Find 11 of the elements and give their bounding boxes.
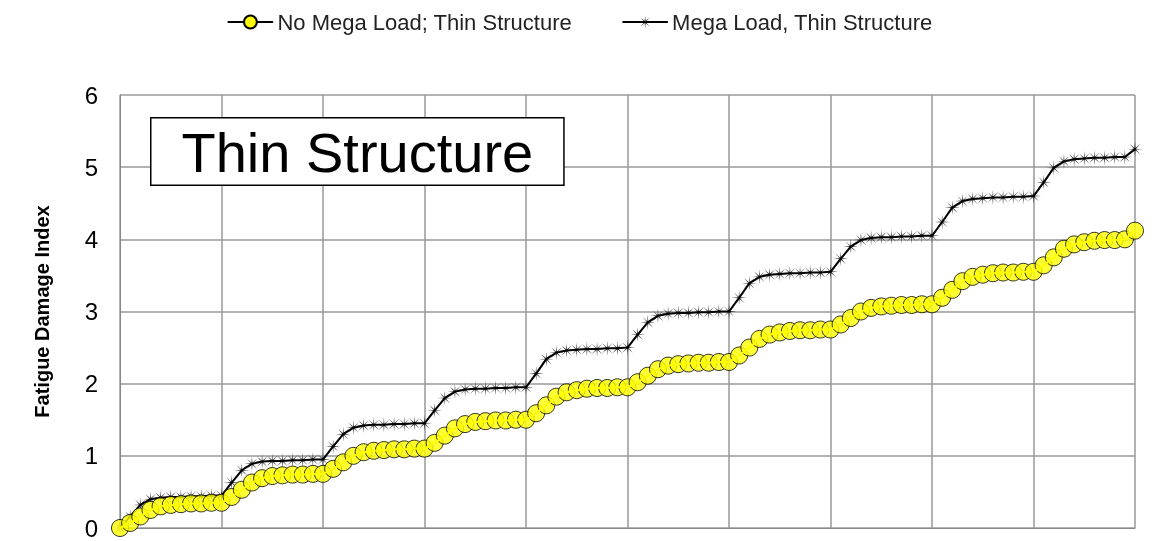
y-tick-label: 3 (84, 298, 98, 325)
legend-label: No Mega Load; Thin Structure (277, 9, 572, 35)
y-tick-label: 5 (84, 153, 98, 181)
y-tick-label: 4 (84, 225, 98, 253)
y-tick-label: 2 (84, 370, 98, 398)
y-tick-label: 0 (84, 514, 98, 541)
annotation: Thin Structure (181, 121, 534, 184)
y-tick-label: 1 (84, 442, 98, 470)
legend-label: Mega Load, Thin Structure (672, 9, 933, 35)
y-tick-label: 6 (84, 81, 98, 109)
y-axis-title: Fatigue Damage Index (31, 205, 53, 418)
